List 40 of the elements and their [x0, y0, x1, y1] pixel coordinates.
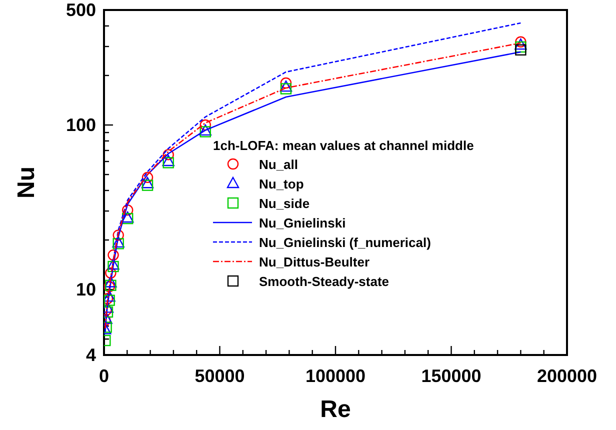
x-tick-label: 0 [98, 366, 110, 386]
point [105, 267, 116, 279]
y-tick-label: 500 [66, 0, 96, 20]
point [112, 230, 124, 241]
y-tick-label: 10 [76, 280, 96, 300]
point [142, 180, 154, 191]
point [515, 36, 526, 48]
legend-label: Smooth-Steady-state [259, 274, 390, 289]
point [107, 258, 120, 270]
point [104, 290, 116, 302]
x-tick-label: 100000 [305, 366, 366, 386]
y-axis-title: Nu [13, 166, 40, 198]
legend-label: Nu_Dittus-Beulter [259, 254, 370, 270]
point [162, 154, 174, 166]
legend-label: Nu_top [259, 176, 304, 192]
x-tick-label: 200000 [536, 366, 598, 386]
x-tick-label: 50000 [194, 366, 245, 386]
legend-label: Nu_Gnielinski [259, 216, 346, 230]
point [280, 77, 292, 89]
point [142, 172, 154, 184]
legend-label: Nu_side [259, 196, 310, 211]
point [108, 249, 119, 261]
point [514, 38, 527, 50]
point [141, 177, 154, 188]
legend-label: Nu_all [259, 157, 298, 172]
point [104, 276, 117, 288]
point [162, 157, 174, 168]
point [108, 260, 119, 272]
x-tick-label: 150000 [421, 366, 482, 386]
point [122, 204, 134, 216]
point [200, 119, 211, 131]
legend-title: 1ch-LOFA: mean values at channel middle [213, 138, 474, 153]
y-tick-label: 4 [86, 345, 96, 365]
x-axis-title: Re [320, 396, 351, 423]
point [280, 80, 292, 92]
y-tick-label: 100 [66, 115, 96, 135]
point [280, 83, 292, 94]
point [162, 149, 174, 160]
legend-label: Nu_Gnielinski (f_numerical) [259, 235, 431, 250]
point [515, 44, 526, 56]
